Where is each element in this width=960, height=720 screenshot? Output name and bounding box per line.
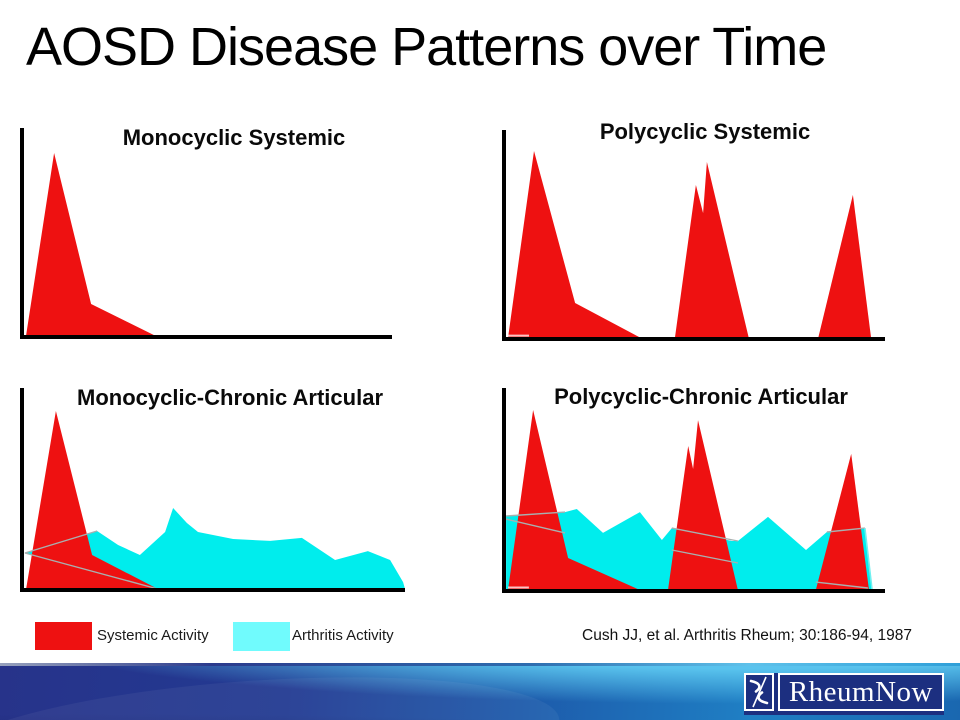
series-systemic-activity [26,153,156,336]
chart-svg-monocyclic-chronic-articular [20,388,406,592]
chart-title-monocyclic-chronic-articular: Monocyclic-Chronic Articular [76,385,384,410]
legend-label-arthritis: Arthritis Activity [292,627,394,644]
axes [20,388,405,592]
chart-svg-monocyclic-systemic [20,128,392,339]
chart-svg-polycyclic-systemic [502,130,885,341]
series-outline [24,530,98,554]
series-arthritis-activity [24,508,406,589]
chart-panel-polycyclic-chronic-articular: Polycyclic-Chronic Articular [496,378,896,598]
series-systemic-activity [508,410,640,590]
series-outline [815,581,868,589]
series-systemic-activity [818,194,872,338]
series-systemic-activity [674,162,749,338]
axes [20,128,392,339]
rheumnow-logo: RheumNow [743,673,944,715]
chart-title-polycyclic-systemic: Polycyclic Systemic [599,119,811,144]
series-outline [505,518,566,534]
series-systemic-activity [815,453,869,590]
series-outline [506,511,566,517]
series-outline [826,527,865,533]
chart-title-monocyclic-systemic: Monocyclic Systemic [122,125,346,150]
logo-brand-text: RheumNow [788,675,933,708]
series-outline [671,527,739,542]
series-systemic-activity [508,151,641,338]
slide-title: AOSD Disease Patterns over Time [26,17,827,77]
series-outline [671,549,739,564]
chart-panel-polycyclic-systemic: Polycyclic Systemic [496,113,896,345]
bottom-banner: RheumNow [0,659,960,720]
chart-panel-monocyclic-chronic-articular: Monocyclic-Chronic Articular [8,378,408,598]
series-outline [864,528,873,591]
joint-icon [743,673,774,711]
series-systemic-activity [26,411,158,589]
banner-swoosh [0,659,564,720]
axes [502,388,885,593]
series-systemic-activity [668,420,738,590]
citation: Cush JJ, et al. Arthritis Rheum; 30:186-… [582,627,912,644]
chart-panel-monocyclic-systemic: Monocyclic Systemic [8,120,400,345]
legend: Systemic Activity Arthritis Activity [0,618,480,658]
legend-label-systemic: Systemic Activity [97,627,209,644]
axes [502,130,885,341]
legend-swatch-systemic [35,622,92,650]
chart-svg-polycyclic-chronic-articular [502,388,885,593]
banner-top-edge [0,663,960,666]
legend-swatch-arthritis [233,622,290,651]
chart-title-polycyclic-chronic-articular: Polycyclic-Chronic Articular [554,384,848,409]
series-outline [24,552,158,590]
logo-text-box: RheumNow [777,673,944,711]
